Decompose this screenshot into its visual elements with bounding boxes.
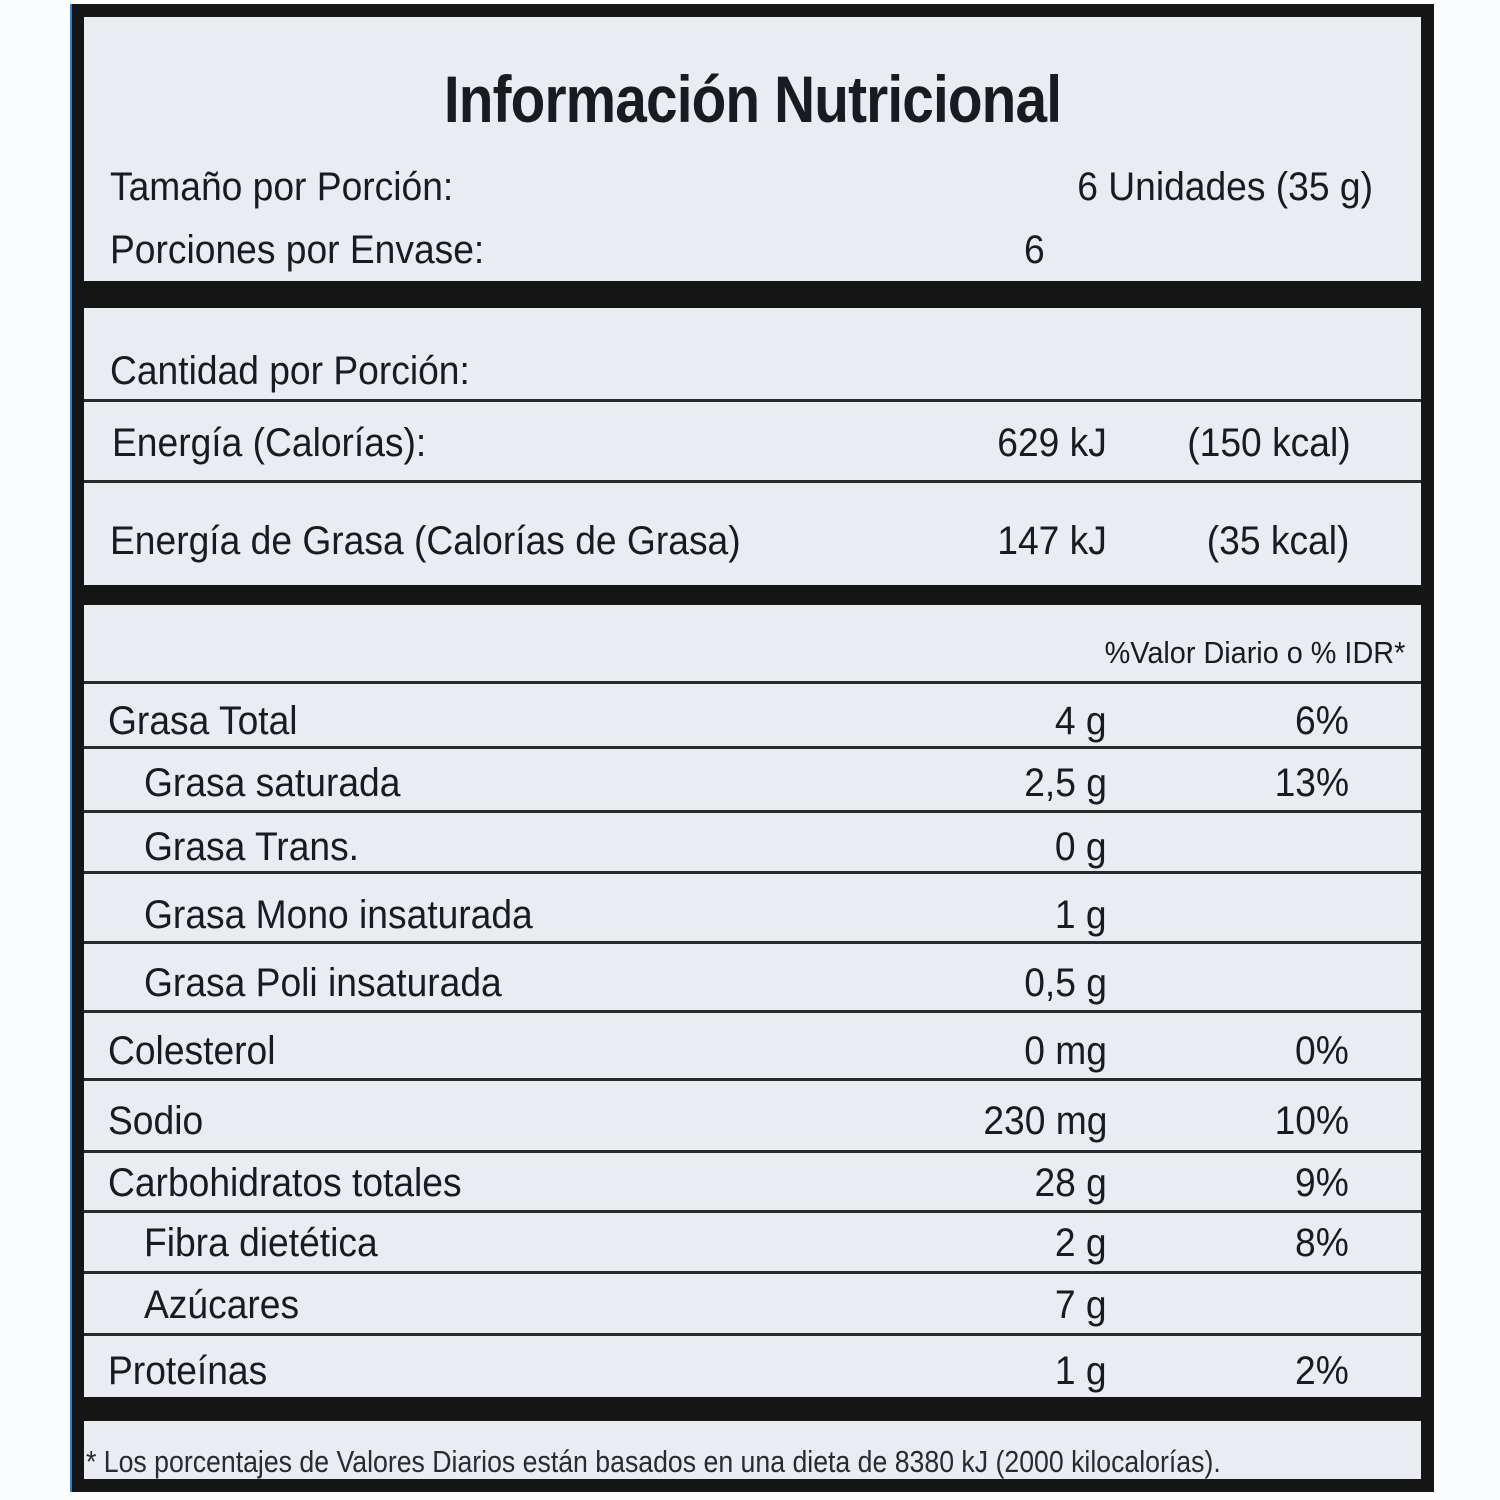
nutrient-name: Grasa Total <box>108 699 298 743</box>
nutrient-amount: 7 g <box>1055 1283 1107 1327</box>
nutrient-amount: 1 g <box>1055 893 1107 937</box>
servings-per-container-value: 6 <box>1024 228 1045 272</box>
nutrient-amount: 0,5 g <box>1024 961 1107 1005</box>
divider <box>84 681 1421 684</box>
nutrient-daily-value: 2% <box>1295 1349 1349 1393</box>
fat-energy-kcal: (35 kcal) <box>1206 519 1349 563</box>
energy-kj: 629 kJ <box>997 421 1107 465</box>
divider <box>84 810 1421 813</box>
divider-thick <box>84 585 1421 605</box>
energy-label: Energía (Calorías): <box>112 421 427 465</box>
label-title: Información Nutricional <box>443 62 1062 136</box>
nutrient-amount: 28 g <box>1034 1161 1107 1205</box>
servings-per-container-label: Porciones por Envase: <box>110 228 485 272</box>
nutrient-name: Grasa Trans. <box>144 825 360 869</box>
nutrient-name: Colesterol <box>108 1029 276 1073</box>
divider <box>84 1078 1421 1081</box>
nutrient-amount: 1 g <box>1055 1349 1107 1393</box>
fat-energy-kj: 147 kJ <box>997 519 1107 563</box>
nutrient-amount: 0 g <box>1055 825 1107 869</box>
divider <box>84 480 1421 483</box>
divider <box>84 941 1421 944</box>
divider <box>84 1010 1421 1013</box>
nutrient-amount: 2 g <box>1055 1221 1107 1265</box>
nutrient-daily-value: 9% <box>1295 1161 1349 1205</box>
nutrient-amount: 0 mg <box>1024 1029 1107 1073</box>
nutrient-daily-value: 8% <box>1295 1221 1349 1265</box>
divider-thick <box>84 281 1421 308</box>
divider <box>84 871 1421 874</box>
nutrient-daily-value: 13% <box>1274 761 1349 805</box>
nutrient-daily-value: 6% <box>1295 699 1349 743</box>
divider <box>84 746 1421 749</box>
nutrient-name: Carbohidratos totales <box>108 1161 462 1205</box>
nutrient-amount: 230 mg <box>982 1099 1107 1143</box>
footnote: * Los porcentajes de Valores Diarios est… <box>86 1444 1221 1479</box>
fat-energy-label: Energía de Grasa (Calorías de Grasa) <box>110 519 741 563</box>
divider <box>84 399 1421 402</box>
divider <box>84 1150 1421 1153</box>
serving-size-value: 6 Unidades (35 g) <box>1077 165 1373 209</box>
nutrient-name: Azúcares <box>144 1283 300 1327</box>
divider-thick <box>84 1397 1421 1421</box>
nutrient-name: Sodio <box>108 1099 204 1143</box>
nutrient-amount: 4 g <box>1055 699 1107 743</box>
nutrient-name: Grasa Poli insaturada <box>144 961 502 1005</box>
nutrient-name: Fibra dietética <box>144 1221 378 1265</box>
nutrient-daily-value: 10% <box>1274 1099 1349 1143</box>
nutrition-facts-label: Información Nutricional Tamaño por Porci… <box>72 4 1434 1492</box>
nutrient-amount: 2,5 g <box>1024 761 1107 805</box>
amount-per-serving-label: Cantidad por Porción: <box>110 349 470 393</box>
nutrient-name: Grasa saturada <box>144 761 401 805</box>
energy-kcal: (150 kcal) <box>1187 421 1351 465</box>
nutrient-daily-value: 0% <box>1295 1029 1349 1073</box>
serving-size-label: Tamaño por Porción: <box>110 165 454 209</box>
divider <box>84 1333 1421 1336</box>
daily-value-header: %Valor Diario o % IDR* <box>1104 635 1405 670</box>
divider <box>84 1271 1421 1274</box>
divider <box>84 1210 1421 1213</box>
nutrient-name: Proteínas <box>108 1349 268 1393</box>
nutrient-name: Grasa Mono insaturada <box>144 893 533 937</box>
